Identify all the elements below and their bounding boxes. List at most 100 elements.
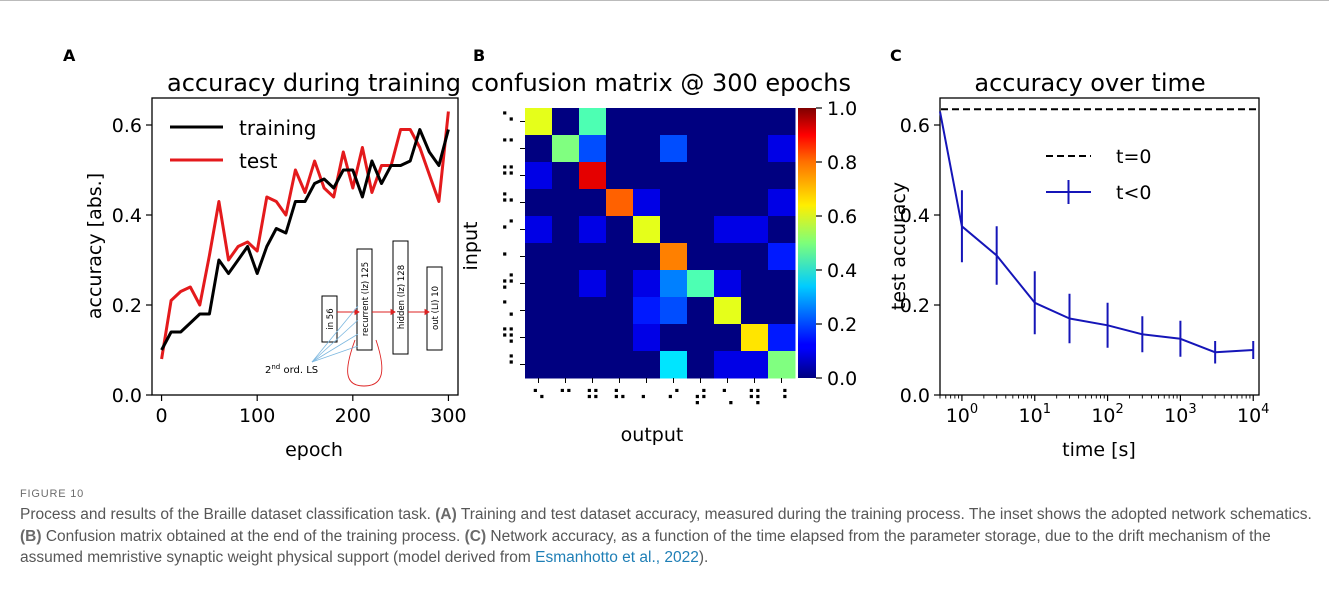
matrix-cell (714, 351, 742, 379)
chart-c-frame (939, 97, 1260, 396)
row-label: ⠓ (500, 191, 516, 216)
inset-label-hidden: hidden (lz) 128 (397, 265, 407, 329)
matrix-cell (633, 108, 661, 136)
x-tick-label: 0 (156, 405, 168, 427)
chart-c-legend: t=0 t<0 (1046, 146, 1151, 204)
series-line-training (160, 128, 450, 351)
matrix-cell (660, 243, 688, 271)
x-tick-label: 103 (1164, 402, 1196, 427)
matrix-cell (687, 324, 715, 352)
matrix-cell (660, 108, 688, 136)
matrix-cell (687, 243, 715, 271)
inset-label-in: in 56 (326, 308, 336, 329)
y-tick-label: 0.6 (112, 115, 142, 137)
inset-arrows (337, 308, 430, 316)
legend-label-training: training (239, 116, 316, 140)
matrix-cell (741, 108, 769, 136)
panel-b-confusion-matrix: confusion matrix @ 300 epochs ⠑⠉⠛⠓⠊⠂⠞⠡⠻⠘… (460, 69, 857, 446)
col-label: ⠓ (611, 387, 627, 412)
matrix-cell (741, 189, 769, 217)
matrix-cell (525, 108, 553, 136)
col-label: ⠡ (719, 387, 735, 412)
matrix-cell (687, 297, 715, 325)
chart-a-legend: training test (170, 116, 316, 173)
matrix-cell (606, 189, 634, 217)
matrix-cell (552, 243, 580, 271)
matrix-cell (741, 243, 769, 271)
y-tick-label: 0.2 (112, 295, 142, 317)
matrix-cell (606, 324, 634, 352)
colorbar-tick-label: 0.8 (827, 152, 857, 174)
x-tick-label: 200 (335, 405, 371, 427)
figure-graphic: A B C accuracy during training 0 100 200 30… (63, 46, 1269, 461)
caption-tag-c: (C) (464, 527, 487, 545)
matrix-cell (606, 297, 634, 325)
matrix-cell (552, 351, 580, 379)
chart-a-ylabel: accuracy [abs.] (84, 173, 106, 319)
matrix-cell (525, 162, 553, 190)
colorbar-tick-label: 1.0 (827, 98, 857, 120)
matrix-cell (579, 324, 607, 352)
matrix-cell (714, 189, 742, 217)
figure-caption: FIGURE 10 Process and results of the Bra… (20, 488, 1315, 569)
matrix-cell (687, 162, 715, 190)
x-tick-label: 300 (430, 405, 466, 427)
inset-ls-lines (311, 305, 359, 363)
inset-box-hidden (392, 240, 409, 355)
caption-tag-a: (A) (435, 506, 457, 523)
row-label: ⠞ (500, 272, 516, 297)
matrix-cell (606, 162, 634, 190)
matrix-cell (687, 351, 715, 379)
legend-label-t0: t=0 (1116, 146, 1151, 168)
row-label: ⠂ (500, 245, 516, 270)
matrix-cell (687, 108, 715, 136)
matrix-cell (633, 297, 661, 325)
matrix-cell (768, 216, 796, 244)
chart-a-title: accuracy during training (167, 69, 461, 97)
matrix-cell (660, 297, 688, 325)
inset-box-recurrent (356, 248, 373, 351)
matrix-cell (606, 135, 634, 163)
inset-box-out (426, 266, 443, 351)
row-label: ⠘ (500, 353, 516, 378)
matrix-cell (741, 162, 769, 190)
matrix-cell (525, 216, 553, 244)
colorbar-tick-label: 0.0 (827, 368, 857, 390)
matrix-cell (768, 270, 796, 298)
reference-link[interactable]: Esmanhotto et al., 2022 (535, 549, 699, 566)
colorbar-tick-label: 0.6 (827, 206, 857, 228)
y-tick-label: 0.6 (900, 115, 930, 137)
chart-c-ylabel: test accuracy (888, 182, 910, 310)
matrix-cell (768, 189, 796, 217)
matrix-cell (579, 135, 607, 163)
matrix-cell (660, 351, 688, 379)
y-tick-label: 0.0 (900, 385, 930, 407)
matrix-cell (633, 162, 661, 190)
figure-label: FIGURE 10 (20, 488, 85, 500)
panel-a-accuracy-chart: accuracy during training 0 100 200 300 0.0 0.… (84, 69, 467, 461)
matrix-cell (714, 243, 742, 271)
matrix-cell (579, 108, 607, 136)
matrix-cell (525, 270, 553, 298)
x-tick-label: 102 (1091, 402, 1123, 427)
colorbar-tick-label: 0.4 (827, 260, 857, 282)
matrix-cell (579, 270, 607, 298)
matrix-cell (768, 297, 796, 325)
matrix-cell (714, 135, 742, 163)
col-label: ⠊ (665, 387, 681, 412)
matrix-cell (687, 270, 715, 298)
chart-b-title: confusion matrix @ 300 epochs (471, 69, 851, 97)
legend-label-tlt0: t<0 (1116, 182, 1151, 204)
matrix-cell (525, 351, 553, 379)
x-tick-label: 104 (1237, 402, 1269, 427)
chart-c-xlabel: time [s] (1062, 439, 1136, 461)
figure-top-border (0, 0, 1329, 1)
inset-label-recurrent: recurrent (lz) 125 (361, 262, 371, 336)
panel-letter-a: A (63, 46, 76, 65)
matrix-cell (552, 108, 580, 136)
matrix-cell (552, 135, 580, 163)
row-label: ⠑ (500, 110, 516, 135)
matrix-cell (768, 162, 796, 190)
matrix-cell (552, 270, 580, 298)
matrix-cell (741, 297, 769, 325)
